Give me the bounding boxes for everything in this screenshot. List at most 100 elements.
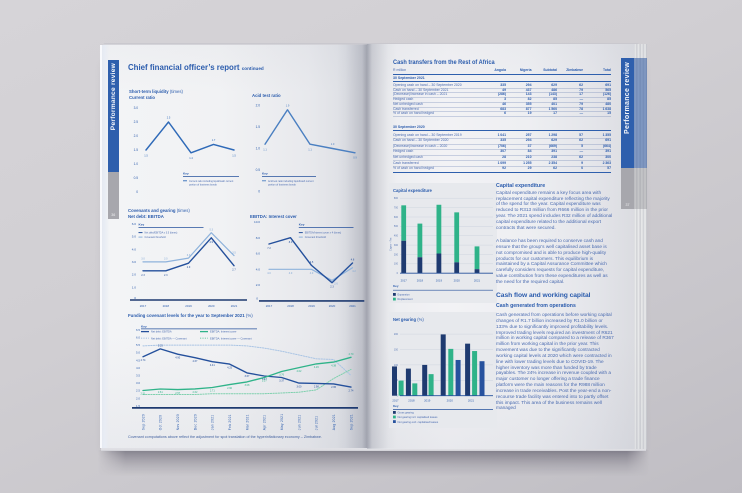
svg-text:2.9: 2.9 xyxy=(187,266,191,269)
svg-text:1.5: 1.5 xyxy=(144,154,148,158)
svg-text:800: 800 xyxy=(394,197,399,200)
svg-text:3.37: 3.37 xyxy=(279,379,285,383)
svg-text:4.2: 4.2 xyxy=(352,270,356,273)
svg-text:Net gearing incl. capitalised: Net gearing incl. capitalised leases xyxy=(398,415,439,419)
svg-text:Jul 2021: Jul 2021 xyxy=(315,416,319,430)
svg-text:4.8: 4.8 xyxy=(351,259,355,262)
svg-text:Jan 2021: Jan 2021 xyxy=(211,415,215,431)
svg-text:6.0: 6.0 xyxy=(256,252,261,256)
svg-text:2.0: 2.0 xyxy=(132,273,137,277)
svg-text:3.47: 3.47 xyxy=(262,377,268,381)
svg-text:10.0: 10.0 xyxy=(254,220,260,224)
svg-text:0: 0 xyxy=(134,296,136,300)
svg-text:2.57: 2.57 xyxy=(175,391,181,395)
svg-text:4.9: 4.9 xyxy=(210,241,214,244)
svg-text:1.4: 1.4 xyxy=(189,156,193,160)
svg-text:2020: 2020 xyxy=(329,304,336,308)
svg-text:5.5: 5.5 xyxy=(136,343,140,347)
svg-text:portion of business bonds: portion of business bonds xyxy=(189,183,218,186)
svg-text:Covenant threshold: Covenant threshold xyxy=(305,236,327,239)
svg-text:100: 100 xyxy=(394,263,399,266)
svg-text:Sep 2021: Sep 2021 xyxy=(349,414,353,430)
svg-text:2.7: 2.7 xyxy=(232,269,236,272)
svg-text:2.90: 2.90 xyxy=(227,386,233,390)
svg-text:2020: 2020 xyxy=(447,399,454,403)
svg-text:1.1: 1.1 xyxy=(263,148,267,152)
svg-text:EBITDA/Interest cover ≥ 4 (tim: EBITDA/Interest cover ≥ 4 (times) xyxy=(305,232,342,235)
svg-text:4.0: 4.0 xyxy=(132,247,137,251)
svg-text:4.41: 4.41 xyxy=(210,363,216,367)
svg-text:2017: 2017 xyxy=(401,279,408,283)
svg-text:200: 200 xyxy=(394,333,399,336)
svg-text:2021: 2021 xyxy=(468,399,475,403)
svg-text:Dec 2020: Dec 2020 xyxy=(193,414,197,430)
svg-text:Key: Key xyxy=(393,404,399,408)
svg-text:1.0: 1.0 xyxy=(256,147,261,151)
svg-text:3.67: 3.67 xyxy=(245,374,251,378)
svg-text:2.3: 2.3 xyxy=(141,274,145,277)
svg-text:Key: Key xyxy=(141,324,147,328)
svg-text:150: 150 xyxy=(394,348,399,351)
svg-text:4.90: 4.90 xyxy=(175,355,181,359)
svg-text:2.71: 2.71 xyxy=(210,389,216,393)
svg-text:2.0: 2.0 xyxy=(256,283,261,287)
svg-text:300: 300 xyxy=(394,244,399,247)
svg-text:2021: 2021 xyxy=(474,279,481,283)
svg-text:6.0: 6.0 xyxy=(132,222,137,226)
svg-text:2018: 2018 xyxy=(417,279,424,283)
svg-text:4.0: 4.0 xyxy=(310,272,314,275)
svg-text:5.0: 5.0 xyxy=(132,235,137,239)
svg-text:2017: 2017 xyxy=(392,399,399,403)
svg-text:3.0: 3.0 xyxy=(164,258,168,261)
svg-text:1.0: 1.0 xyxy=(134,162,139,166)
svg-text:0: 0 xyxy=(256,297,258,301)
svg-text:1.9: 1.9 xyxy=(286,104,290,108)
svg-text:5.25: 5.25 xyxy=(158,343,164,347)
svg-text:Aug 2021: Aug 2021 xyxy=(332,414,336,430)
svg-text:2.0: 2.0 xyxy=(136,396,140,400)
svg-text:3.0: 3.0 xyxy=(134,106,139,110)
svg-text:Net gearing excl. capitalised: Net gearing excl. capitalised leases xyxy=(398,420,439,424)
svg-text:100: 100 xyxy=(394,364,399,367)
svg-text:EBITDA: Interest cover: EBITDA: Interest cover xyxy=(210,330,237,334)
svg-text:Key: Key xyxy=(183,171,189,175)
svg-text:1.5: 1.5 xyxy=(134,148,139,152)
svg-text:1.7: 1.7 xyxy=(212,138,216,142)
svg-text:400: 400 xyxy=(394,235,399,238)
svg-text:2018: 2018 xyxy=(408,399,415,403)
svg-text:1.5: 1.5 xyxy=(256,125,261,129)
svg-text:2.95: 2.95 xyxy=(331,385,337,389)
svg-text:0.5: 0.5 xyxy=(134,176,139,180)
svg-text:Key: Key xyxy=(299,223,305,227)
svg-text:Oct 2020: Oct 2020 xyxy=(159,415,163,430)
svg-text:3.0: 3.0 xyxy=(141,258,145,261)
svg-text:3.0: 3.0 xyxy=(132,260,137,264)
svg-text:2017: 2017 xyxy=(266,304,273,308)
svg-text:3.00: 3.00 xyxy=(297,384,303,388)
svg-text:Key: Key xyxy=(393,284,399,288)
svg-text:1.1: 1.1 xyxy=(308,148,312,152)
svg-text:0.9: 0.9 xyxy=(353,156,357,160)
svg-text:2017: 2017 xyxy=(140,304,147,308)
svg-text:Jun 2021: Jun 2021 xyxy=(297,415,301,431)
svg-text:2021: 2021 xyxy=(349,304,356,308)
svg-text:2.6: 2.6 xyxy=(334,283,338,286)
svg-text:Sep 2020: Sep 2020 xyxy=(141,414,145,430)
svg-text:4.0: 4.0 xyxy=(136,366,140,370)
svg-text:2019: 2019 xyxy=(424,399,431,403)
svg-text:1.5: 1.5 xyxy=(136,404,140,408)
svg-text:4.26: 4.26 xyxy=(314,365,320,369)
svg-text:7.2: 7.2 xyxy=(267,247,271,250)
svg-text:200: 200 xyxy=(394,253,399,256)
svg-text:2.98: 2.98 xyxy=(314,385,320,389)
svg-text:2020: 2020 xyxy=(208,304,215,308)
svg-text:4.67: 4.67 xyxy=(193,359,199,363)
svg-text:2019: 2019 xyxy=(436,279,443,283)
svg-text:Replacement: Replacement xyxy=(398,297,414,301)
svg-text:EBITDA: Interest cover — Coven: EBITDA: Interest cover — Covenant xyxy=(210,336,252,340)
svg-text:Net debt/EBITDA ≤ 3.5 (times): Net debt/EBITDA ≤ 3.5 (times) xyxy=(145,232,178,235)
svg-text:2018: 2018 xyxy=(287,304,294,308)
svg-text:Key: Key xyxy=(262,171,268,175)
svg-text:4.0: 4.0 xyxy=(289,272,293,275)
svg-text:Covenant threshold: Covenant threshold xyxy=(145,236,167,239)
